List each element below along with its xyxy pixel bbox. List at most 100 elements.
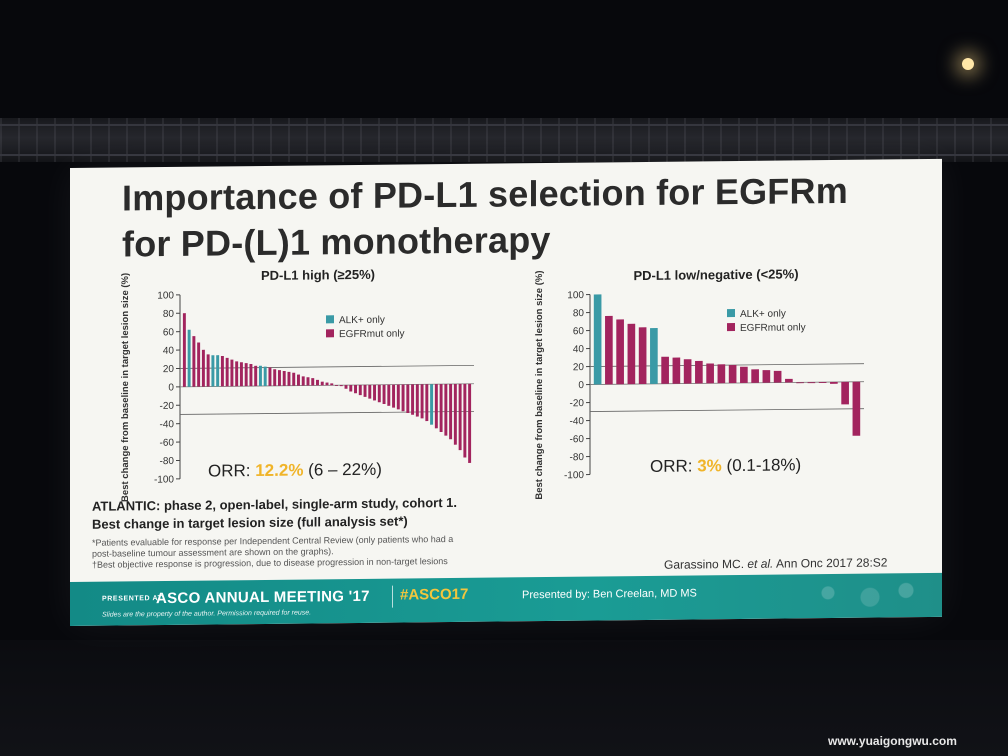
panel1-bar	[325, 382, 329, 386]
panel2-reference-line	[590, 363, 864, 367]
panel2-tick-label: 40	[573, 344, 585, 355]
panel2-bar	[762, 370, 771, 383]
panel1-bar	[301, 376, 305, 386]
panel2-bar	[661, 356, 669, 384]
panel2-bar	[683, 359, 692, 384]
panel1-bar	[311, 378, 315, 386]
stage-truss	[0, 118, 1008, 162]
panel2-title: PD-L1 low/negative (<25%)	[633, 266, 798, 283]
panel1-bar	[330, 383, 334, 386]
panel1-bar	[444, 384, 448, 436]
panel1-bar	[406, 384, 410, 413]
panel2-tick-label: -100	[564, 470, 584, 481]
study-line-2: Best change in target lesion size (full …	[92, 513, 408, 532]
panel1-tick-label: 40	[163, 346, 175, 357]
panel1-tick-label: -60	[160, 438, 175, 449]
panel2-tick-label: -40	[570, 416, 585, 427]
panel1-bar	[206, 354, 210, 387]
panel1-orr-ci: (6 – 22%)	[303, 460, 381, 480]
panel1-bar	[358, 384, 362, 396]
panel1-bar	[368, 384, 372, 399]
panel1-bar	[463, 383, 467, 458]
panel1-tick-label: -100	[154, 474, 174, 485]
panel1-bar	[187, 329, 191, 387]
panel1-tick-label: 60	[163, 327, 175, 338]
panel1-bar	[354, 384, 357, 394]
panel1-bar	[339, 385, 343, 387]
panel1-bar	[201, 349, 205, 387]
panel1-bar	[225, 357, 229, 387]
panel1-bar	[401, 384, 405, 412]
panel2-bar	[807, 382, 816, 384]
panel1-legend-swatch-egfr	[326, 329, 334, 338]
panel2-tick-label: 60	[573, 326, 585, 337]
banner-decoration	[804, 579, 924, 613]
panel1-bar	[320, 381, 324, 386]
panel2-zero-line	[590, 381, 864, 385]
panel1-bar	[387, 384, 391, 406]
panel1-bar	[396, 384, 400, 410]
presenter: Presented by: Ben Creelan, MD MS	[522, 587, 697, 602]
panel1-bar	[263, 366, 267, 386]
banner-note: Slides are the property of the author. P…	[102, 609, 312, 619]
panel1-bar	[430, 384, 434, 425]
watermark: www.yuaigongwu.com	[828, 734, 957, 748]
panel1-bar	[420, 384, 424, 419]
panel2-bar	[852, 381, 861, 436]
panel1-bar	[468, 383, 472, 463]
panel1-bar	[235, 361, 239, 387]
citation: Garassino MC. et al. Ann Onc 2017 28:S2	[664, 555, 887, 571]
hashtag: #ASCO17	[400, 585, 469, 604]
panel1-bar	[216, 355, 220, 387]
panel1-tick-label: -20	[160, 401, 175, 412]
panel1-bar	[363, 384, 367, 397]
panel2-bar	[650, 328, 658, 384]
meeting-name: ASCO ANNUAL MEETING '17	[156, 587, 370, 608]
panel2-legend-swatch-alk	[727, 309, 735, 318]
panel1-tick-label: 0	[168, 382, 174, 393]
panel2-bar	[728, 365, 737, 384]
panel2-bar	[751, 369, 759, 383]
panel1-orr-label: ORR:	[208, 461, 255, 480]
panel2-bar	[773, 370, 782, 383]
panel2-tick-label: -60	[570, 434, 585, 445]
panel1-bar	[377, 384, 381, 403]
citation-suffix: Ann Onc 2017 28:S2	[773, 555, 888, 571]
panel1-reference-line	[180, 364, 474, 369]
panel1-bar	[282, 371, 286, 386]
panel1-legend-swatch-alk	[326, 315, 334, 324]
panel2-bar	[706, 363, 714, 384]
panel1-bar	[239, 362, 243, 387]
study-description: ATLANTIC: phase 2, open-label, single-ar…	[92, 494, 457, 534]
panel2-bar	[695, 360, 703, 384]
panel1-ylabel: Best change from baseline in target lesi…	[120, 273, 131, 502]
banner-divider	[392, 585, 393, 608]
citation-prefix: Garassino MC.	[664, 556, 748, 572]
panel2-bar	[605, 315, 613, 385]
panel1-tick-label: 100	[157, 290, 174, 301]
panel1-legend-alk: ALK+ only	[339, 315, 385, 326]
panel1-bar	[220, 356, 224, 387]
panel1-bar	[273, 369, 277, 386]
panel2-reference-line	[590, 408, 864, 412]
panel2-tick-label: 20	[573, 362, 585, 373]
auditorium-floor	[0, 640, 1008, 756]
panel1-bar	[230, 359, 234, 387]
panel1-orr-value: 12.2%	[255, 461, 303, 481]
panel1-orr: ORR: 12.2% (6 – 22%)	[208, 460, 382, 481]
panel1-bar	[373, 384, 377, 401]
panel1-bar	[349, 385, 353, 392]
panel2-orr-value: 3%	[697, 456, 722, 475]
panel1-bar	[439, 384, 443, 432]
panel2-bar	[627, 323, 636, 385]
panel1-bar	[297, 374, 300, 386]
panel1-bar	[197, 342, 201, 387]
panel1-legend-egfr: EGFRmut only	[339, 328, 405, 340]
panel1-bar	[306, 377, 310, 386]
projection-screen: Importance of PD-L1 selection for EGFRm …	[70, 158, 942, 626]
panel2-tick-label: -20	[570, 398, 585, 409]
panel2-orr: ORR: 3% (0.1-18%)	[650, 455, 801, 476]
meeting-banner: PRESENTED AT: ASCO ANNUAL MEETING '17 #A…	[70, 572, 942, 626]
panel2-legend-egfr: EGFRmut only	[740, 322, 806, 334]
panel1-tick-label: 80	[163, 309, 175, 320]
